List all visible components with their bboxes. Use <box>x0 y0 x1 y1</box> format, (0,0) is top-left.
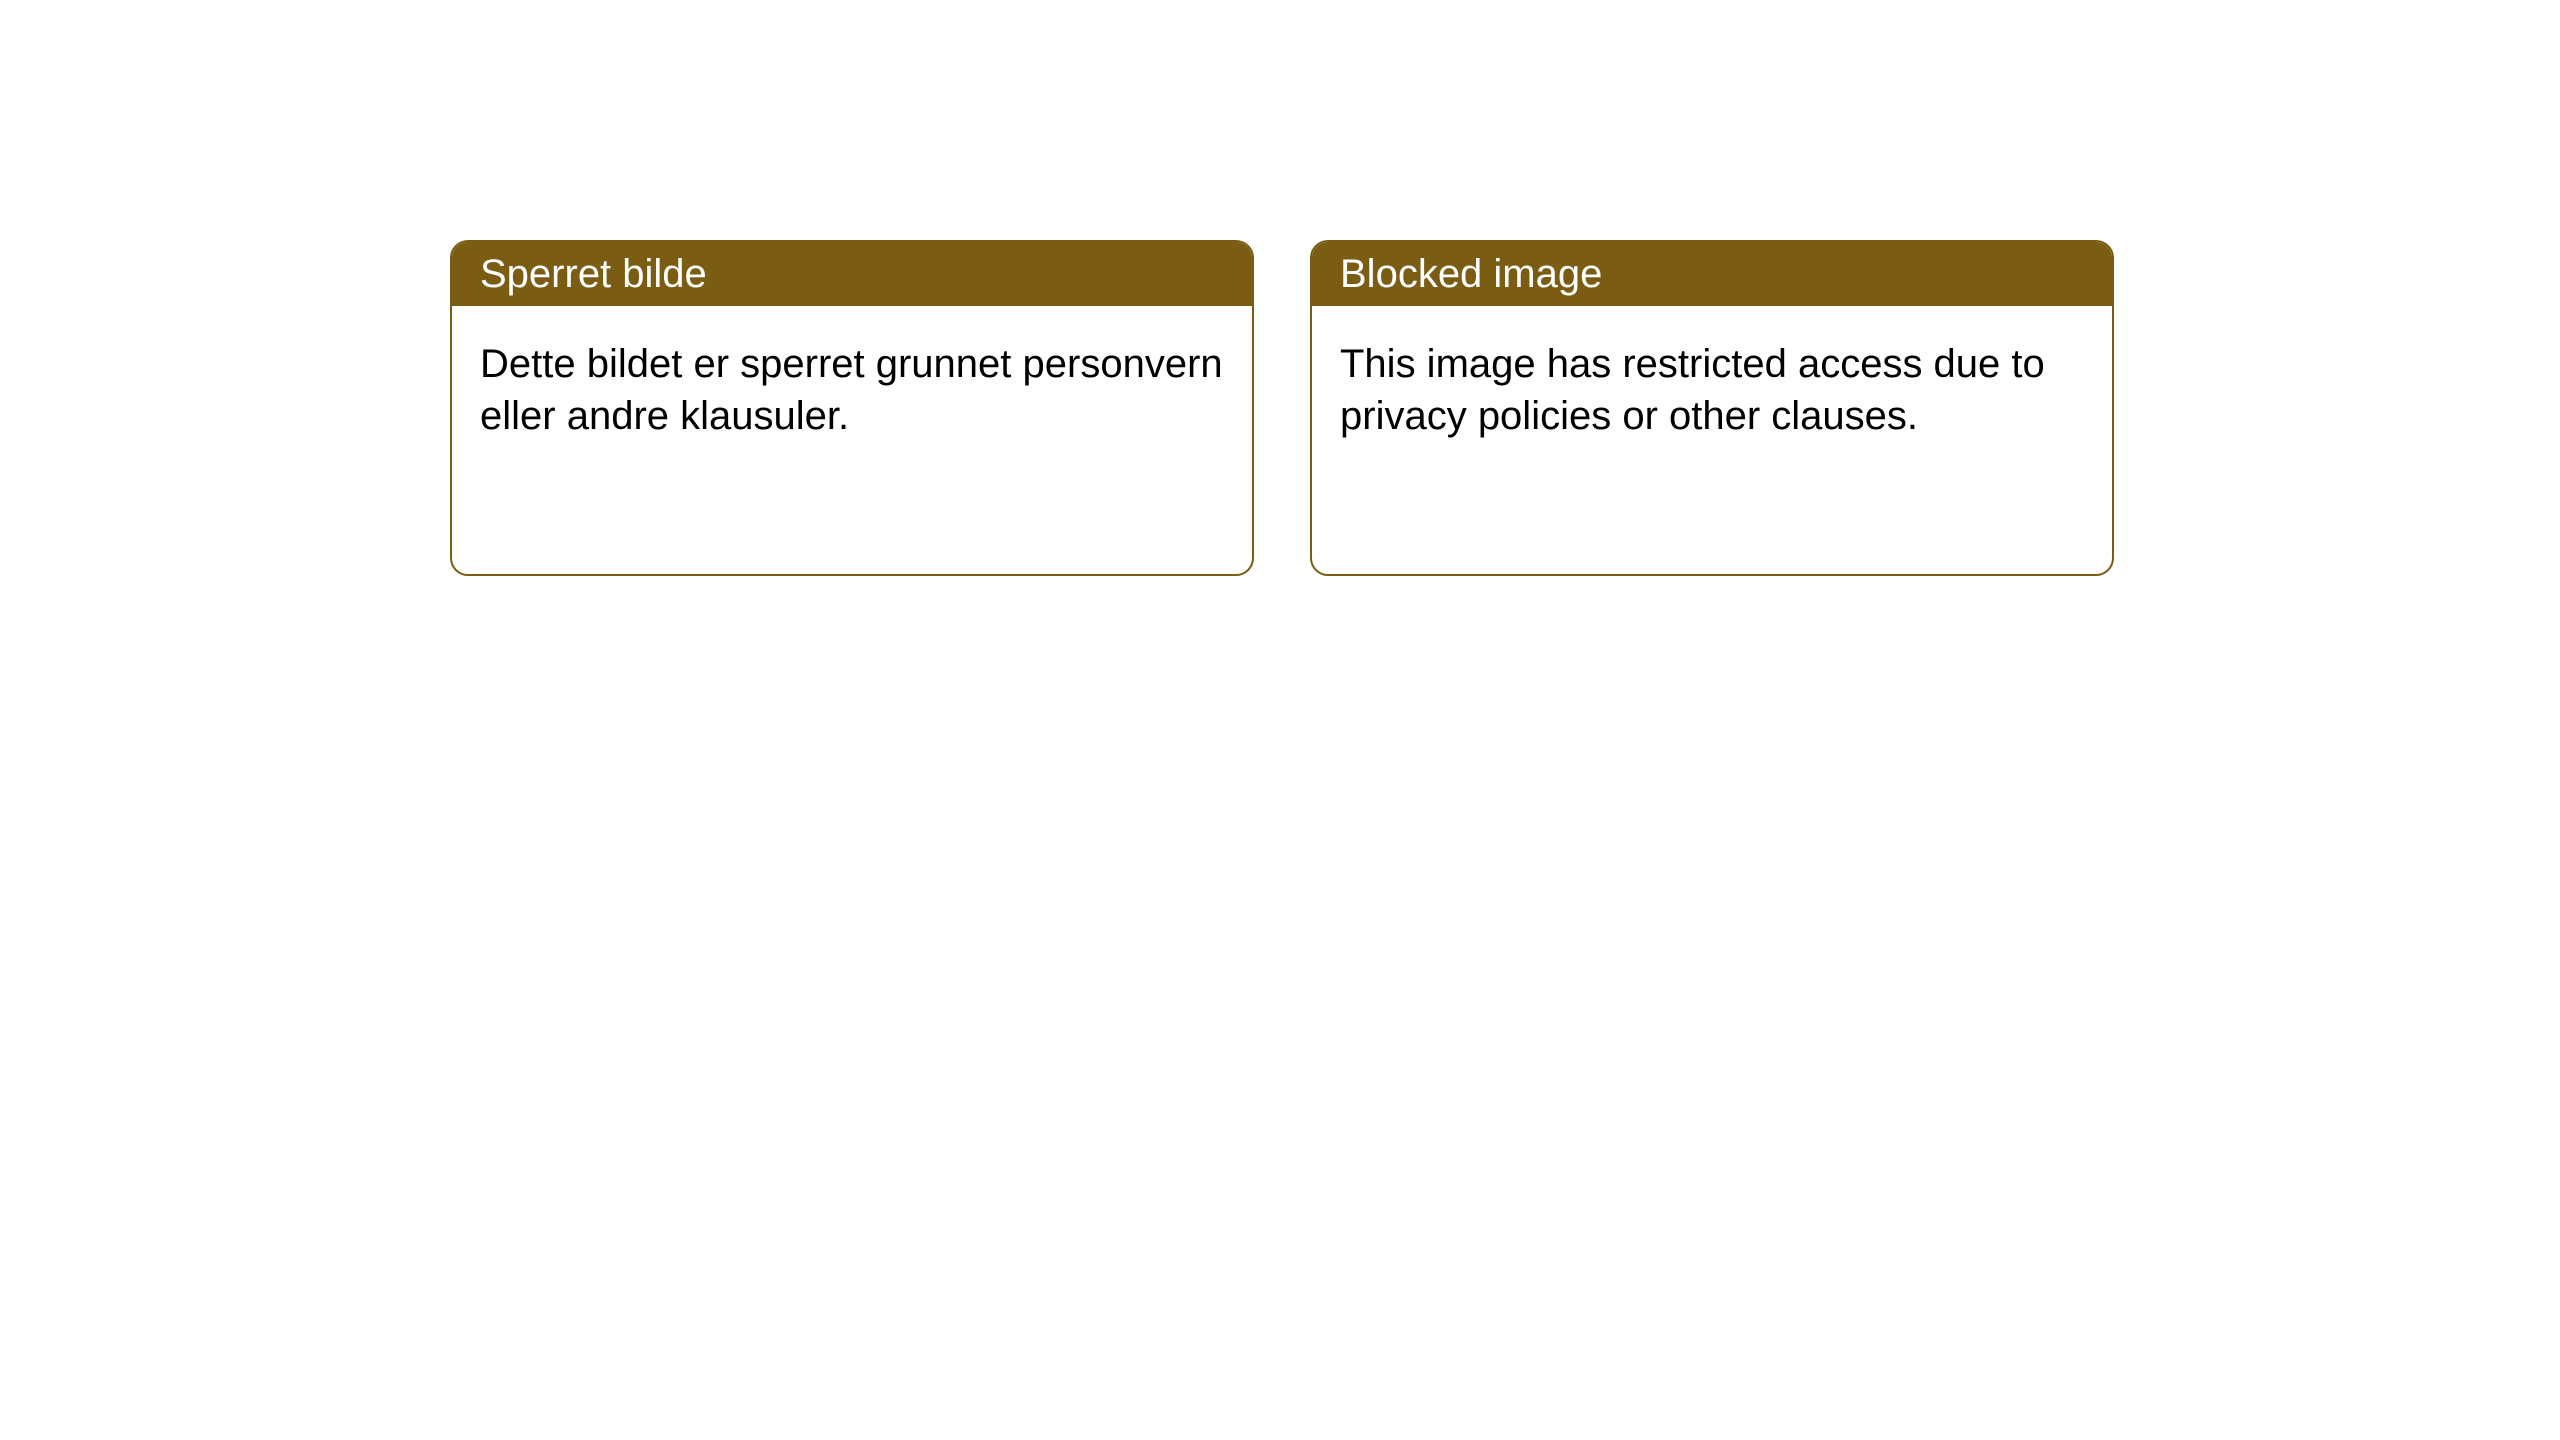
notice-container: Sperret bilde Dette bildet er sperret gr… <box>450 240 2114 576</box>
notice-body-english: This image has restricted access due to … <box>1312 306 2112 474</box>
notice-card-norwegian: Sperret bilde Dette bildet er sperret gr… <box>450 240 1254 576</box>
notice-header-norwegian: Sperret bilde <box>452 242 1252 306</box>
notice-body-norwegian: Dette bildet er sperret grunnet personve… <box>452 306 1252 474</box>
notice-card-english: Blocked image This image has restricted … <box>1310 240 2114 576</box>
notice-header-english: Blocked image <box>1312 242 2112 306</box>
